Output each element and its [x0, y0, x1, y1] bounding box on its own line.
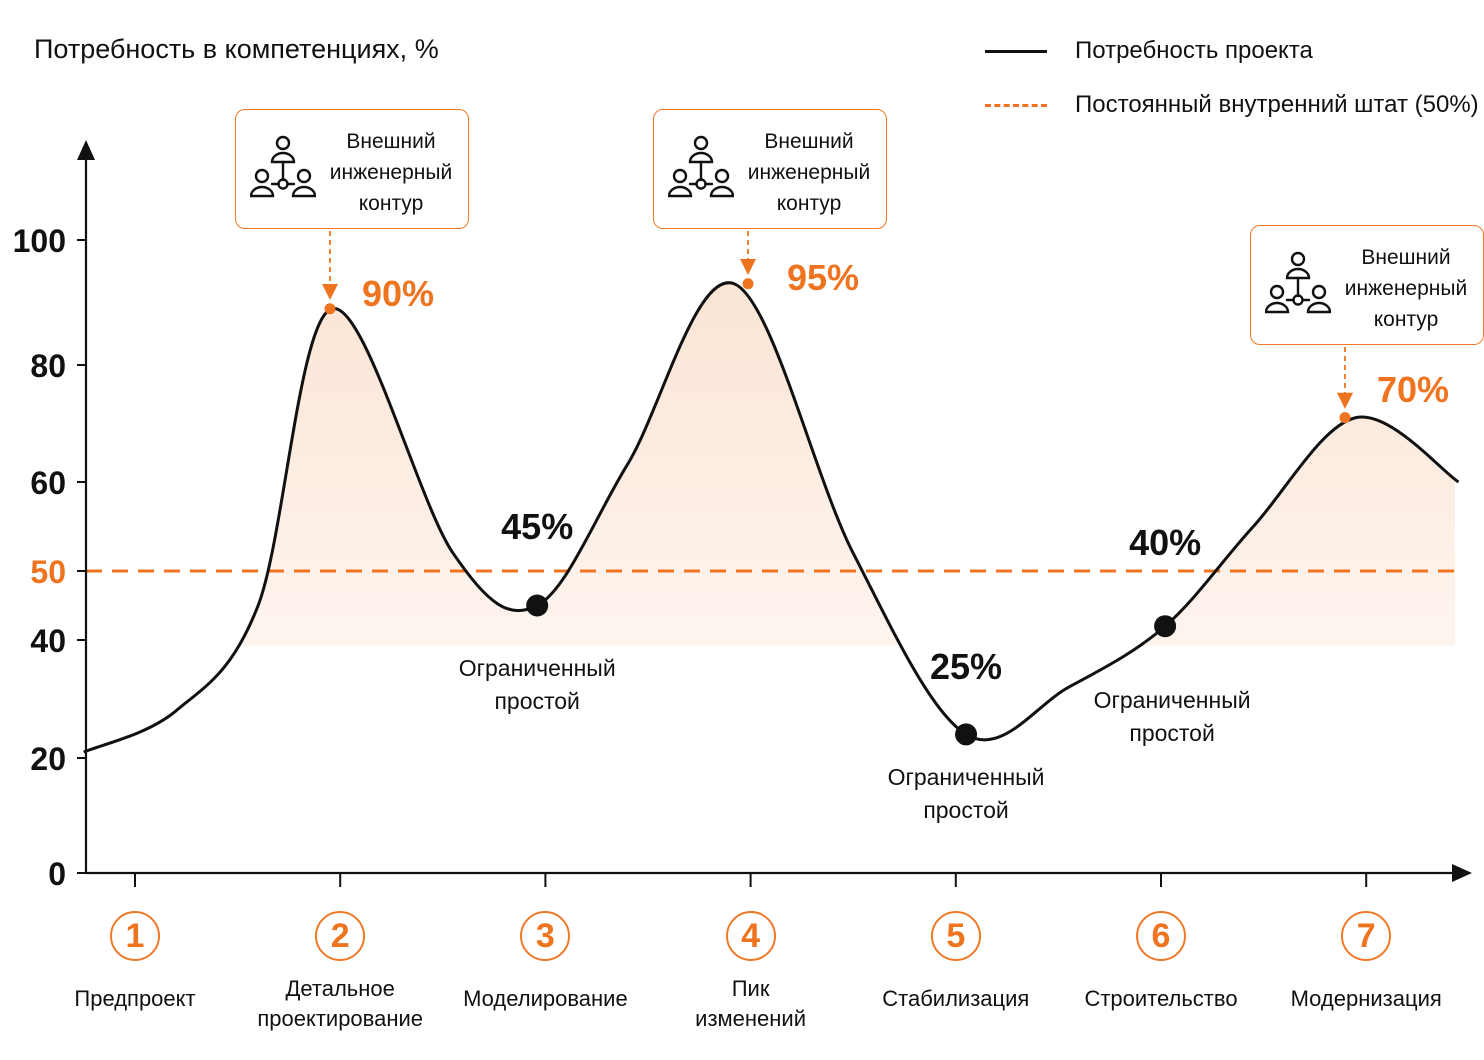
external-contour-text-line: контур	[1373, 308, 1439, 331]
phase-number-4: 4	[725, 911, 776, 961]
phase-number-1: 1	[110, 911, 160, 961]
phase-label-2: Детальное проектирование	[257, 974, 423, 1034]
y-tick-label: 0	[48, 856, 66, 892]
external-contour-text-line: контур	[776, 192, 842, 215]
phase-number-7: 7	[1341, 911, 1392, 961]
phase-label-line: Детальное	[285, 976, 395, 1001]
trough-dot-2	[955, 723, 978, 746]
phase-label-line: Строительство	[1084, 986, 1238, 1011]
y-tick-label: 50	[30, 554, 66, 590]
legend-item-demand: Потребность проекта	[985, 34, 1313, 68]
y-tick-label: 60	[30, 465, 66, 501]
external-contour-box-3: Внешний инженерный контур	[1250, 225, 1484, 345]
external-contour-text: Внешний инженерный контур	[324, 126, 458, 219]
phase-label-line: Предпроект	[74, 986, 196, 1011]
phase-label-3: Моделирование	[463, 984, 628, 1014]
trough-value-3: 40%	[1129, 522, 1202, 564]
phase-label-line: Модернизация	[1290, 986, 1442, 1011]
external-contour-text-line: контур	[358, 192, 424, 215]
external-contour-text-line: инженерный	[747, 161, 871, 184]
legend-label-demand: Потребность проекта	[1075, 37, 1313, 64]
legend-swatch-dashed	[985, 103, 1047, 107]
phase-label-1: Предпроект	[74, 984, 195, 1014]
trough-note-line: простой	[923, 797, 1009, 824]
external-contour-text-line: инженерный	[329, 161, 453, 184]
external-contour-text-line: Внешний	[346, 130, 436, 153]
external-contour-text: Внешний инженерный контур	[1339, 242, 1473, 335]
trough-dot-3	[1154, 615, 1177, 638]
peak-dot-1	[324, 303, 336, 315]
people-network-icon	[1265, 251, 1331, 314]
external-contour-text-line: Внешний	[1361, 246, 1451, 269]
trough-note-line: простой	[1129, 720, 1215, 747]
trough-note-3: Ограниченный простой	[1094, 684, 1251, 750]
legend-label-staff: Постоянный внутренний штат (50%)	[1075, 91, 1479, 118]
peak-value-1: 90%	[361, 272, 435, 314]
y-tick-label: 20	[30, 741, 66, 777]
phase-label-line: Стабилизация	[882, 986, 1030, 1011]
phase-label-5: Стабилизация	[882, 984, 1029, 1014]
y-axis-arrow	[77, 140, 95, 160]
x-axis-arrow	[1452, 864, 1472, 882]
trough-note-2: Ограниченный простой	[888, 761, 1045, 827]
peak-dot-3	[1339, 412, 1351, 424]
trough-note-line: Ограниченный	[887, 764, 1045, 791]
trough-note-line: Ограниченный	[458, 654, 616, 681]
y-tick-label: 80	[30, 348, 66, 384]
y-tick-label: 40	[30, 623, 66, 659]
trough-dot-1	[526, 594, 549, 617]
phase-label-line: Пик	[731, 976, 770, 1001]
phase-label-line: проектирование	[257, 1006, 424, 1031]
area-fill	[238, 282, 1455, 646]
trough-note-line: Ограниченный	[1093, 687, 1251, 714]
y-axis-title: Потребность в компетенциях, %	[34, 34, 439, 64]
people-network-icon	[668, 135, 734, 198]
trough-value-2: 25%	[930, 646, 1003, 688]
trough-note-line: простой	[494, 687, 580, 714]
legend-item-staff: Постоянный внутренний штат (50%)	[985, 88, 1479, 122]
legend-swatch-solid	[985, 49, 1047, 53]
peak-dot-2	[742, 278, 754, 290]
phase-label-7: Модернизация	[1291, 984, 1442, 1014]
external-contour-box-1: Внешний инженерный контур	[235, 109, 469, 229]
phase-number-3: 3	[520, 911, 571, 961]
phase-label-4: Пик изменений	[695, 974, 806, 1034]
phase-number-5: 5	[930, 911, 981, 961]
phase-number-2: 2	[315, 911, 366, 961]
y-tick-label: 100	[13, 223, 66, 259]
peak-value-2: 95%	[786, 256, 860, 298]
phase-number-6: 6	[1136, 911, 1186, 961]
phase-label-line: Моделирование	[463, 986, 628, 1011]
trough-value-1: 45%	[501, 505, 574, 547]
external-contour-box-2: Внешний инженерный контур	[653, 109, 887, 229]
peak-value-3: 70%	[1376, 368, 1450, 410]
phase-label-line: изменений	[695, 1006, 807, 1031]
demand-curve	[83, 281, 1460, 754]
external-contour-text-line: Внешний	[764, 130, 854, 153]
trough-note-1: Ограниченный простой	[459, 652, 616, 718]
phase-label-6: Строительство	[1084, 984, 1237, 1014]
external-contour-text-line: инженерный	[1344, 277, 1468, 300]
people-network-icon	[250, 135, 316, 198]
external-contour-text: Внешний инженерный контур	[742, 126, 876, 219]
